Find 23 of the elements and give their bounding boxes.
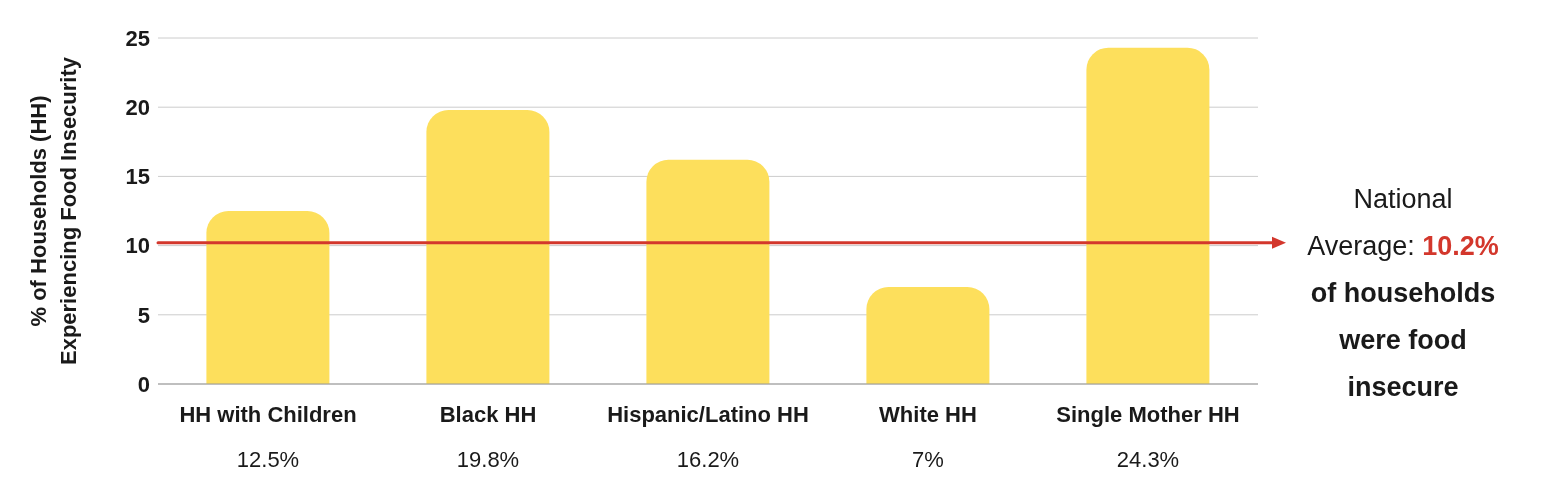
data-label: 12.5% bbox=[236, 447, 300, 472]
y-tick-label: 15 bbox=[125, 164, 150, 190]
bar bbox=[1086, 47, 1210, 384]
data-label: 19.8% bbox=[456, 447, 520, 472]
y-axis-title: % of Households (HH) Experiencing Food Insecurity bbox=[26, 56, 81, 366]
y-tick-label: 20 bbox=[125, 95, 150, 121]
x-tick-label: Hispanic/Latino HH bbox=[607, 402, 809, 427]
bar bbox=[866, 287, 990, 384]
x-tick-label: White HH bbox=[879, 402, 977, 427]
x-tick-label: HH with Children bbox=[179, 402, 357, 427]
y-tick-label: 25 bbox=[125, 25, 150, 51]
bar bbox=[646, 159, 770, 384]
y-tick-label: 0 bbox=[137, 371, 150, 397]
bar bbox=[426, 109, 550, 384]
data-label: 7% bbox=[912, 447, 944, 472]
text: National Average: 10.2% of households were food insecure bbox=[1307, 183, 1499, 402]
x-tick-label: Black HH bbox=[439, 402, 537, 427]
data-label: 16.2% bbox=[676, 447, 740, 472]
x-tick-label: Single Mother HH bbox=[1056, 402, 1240, 427]
y-tick-label: 10 bbox=[125, 233, 150, 259]
data-label: 24.3% bbox=[1116, 447, 1180, 472]
bar bbox=[206, 211, 330, 384]
y-tick-label: 5 bbox=[137, 302, 150, 328]
